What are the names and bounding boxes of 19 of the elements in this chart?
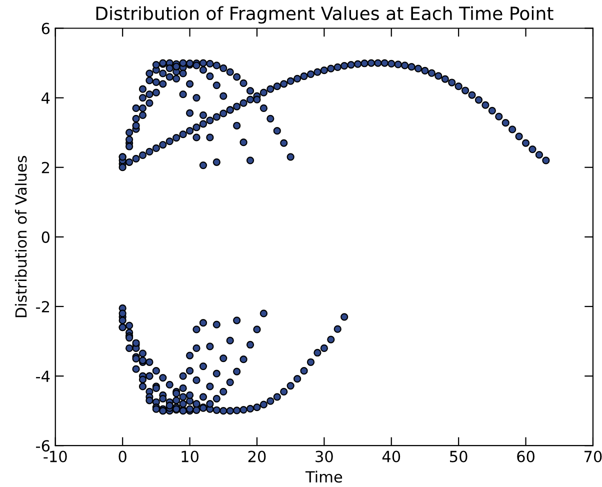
x-tick-label: 30 <box>316 450 333 462</box>
y-tick-label: 6 <box>42 22 50 34</box>
x-tick-label: -10 <box>44 450 67 462</box>
x-tick-label: 10 <box>182 450 198 462</box>
y-tick-label: 4 <box>42 92 50 104</box>
y-tick-label: 0 <box>42 231 50 243</box>
y-tick-label: -6 <box>36 440 50 452</box>
y-tick-label: -4 <box>36 370 50 382</box>
x-tick-label: 0 <box>118 450 126 462</box>
x-tick-label: 60 <box>517 450 534 462</box>
y-axis-title: Distribution of Values <box>14 156 27 318</box>
x-tick-label: 50 <box>450 450 468 462</box>
x-axis-title: Time <box>305 470 342 483</box>
x-tick-label: 70 <box>584 450 602 462</box>
chart-title: Distribution of Fragment Values at Each Time Point <box>96 6 554 24</box>
x-tick-label: 20 <box>248 450 266 462</box>
y-tick-label: 2 <box>42 162 49 174</box>
y-tick-label: -2 <box>36 300 49 312</box>
x-tick-label: 40 <box>382 450 400 462</box>
